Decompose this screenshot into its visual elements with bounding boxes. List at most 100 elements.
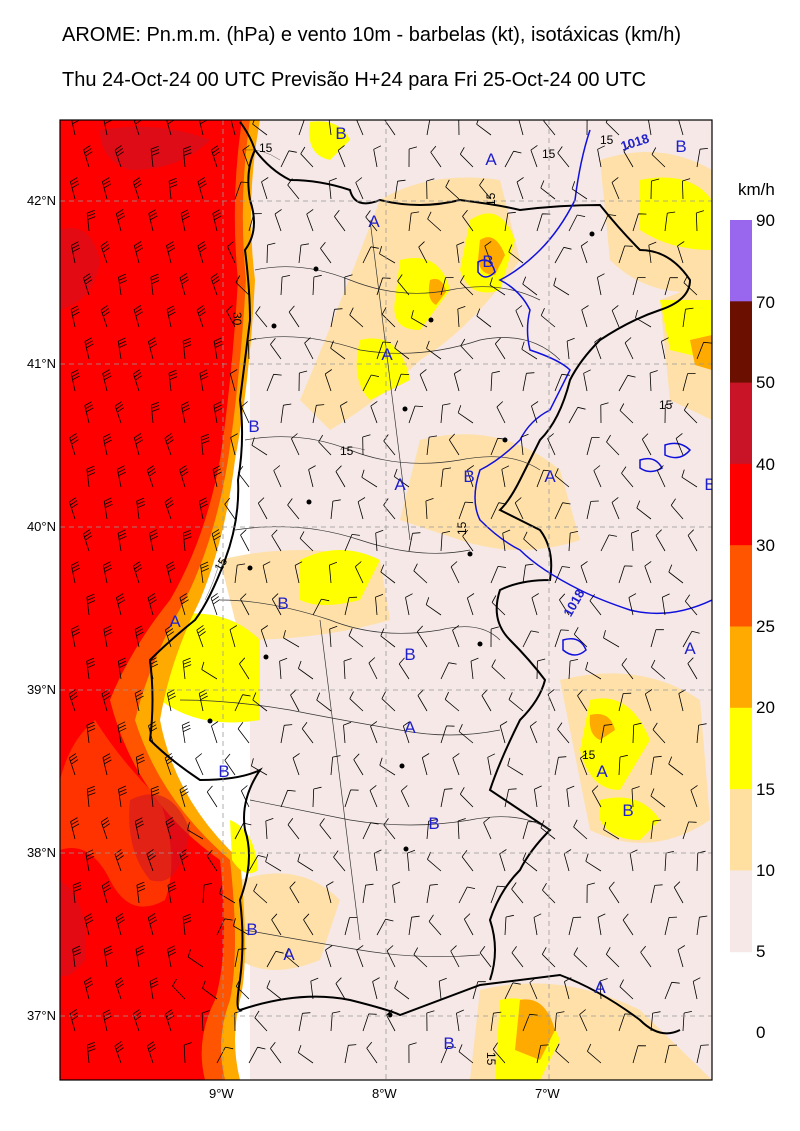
wind-barb: [195, 753, 204, 776]
wind-barb: [597, 145, 605, 168]
wind-barb: [491, 659, 506, 680]
wind-barb: [133, 305, 143, 328]
wind-barb: [628, 593, 637, 616]
low-pressure-marker: B: [277, 594, 288, 613]
wind-barb: [650, 819, 662, 840]
wind-barb: [133, 241, 144, 264]
wind-barb: [273, 465, 282, 488]
wind-barb: [682, 821, 697, 840]
wind-barb: [494, 337, 506, 360]
wind-barb: [150, 401, 160, 424]
wind-barb: [340, 401, 348, 424]
wind-barb: [198, 497, 208, 520]
wind-barb: [211, 145, 221, 168]
wind-barb: [619, 403, 634, 424]
wind-barb: [251, 758, 268, 776]
wind-barb: [71, 561, 80, 584]
wind-barb: [179, 465, 189, 488]
wind-barb: [540, 820, 556, 840]
wind-barb: [71, 120, 80, 136]
wind-barb: [298, 243, 309, 264]
wind-barb: [593, 465, 602, 488]
wind-barb: [681, 469, 698, 488]
wind-barb: [450, 561, 460, 584]
colorbar-segment: [730, 707, 752, 790]
wind-barb: [366, 1041, 378, 1064]
isotach-label: 15: [340, 444, 354, 458]
low-pressure-marker: B: [704, 475, 715, 494]
wind-barb: [522, 1013, 538, 1032]
wind-barb: [635, 309, 652, 328]
wind-barb: [86, 209, 96, 232]
low-pressure-marker: B: [463, 467, 474, 486]
wind-barb: [237, 722, 250, 744]
high-pressure-marker: A: [684, 639, 696, 658]
wind-barb: [165, 1009, 175, 1032]
wind-barb: [530, 145, 538, 168]
wind-barb: [502, 529, 511, 552]
wind-speed-ocean-area: [60, 120, 260, 1080]
wind-barb: [211, 529, 221, 552]
wind-barb: [458, 724, 474, 744]
wind-barb: [568, 916, 582, 936]
wind-barb: [553, 277, 570, 296]
wind-barb: [504, 211, 516, 232]
wind-barb: [297, 1044, 314, 1064]
wind-speed-20-25-area: [428, 237, 712, 1060]
wind-barb: [452, 753, 460, 776]
wind-barb: [379, 757, 396, 776]
high-pressure-marker: A: [485, 150, 497, 169]
wind-barb: [554, 373, 570, 392]
wind-barb: [384, 120, 396, 136]
wind-barb: [344, 789, 359, 808]
wind-barb: [624, 337, 634, 360]
wind-barb: [200, 561, 209, 584]
low-pressure-marker: B: [482, 252, 493, 271]
wind-barb: [394, 340, 410, 360]
wind-barb: [522, 630, 539, 648]
wind-barb: [100, 817, 111, 840]
wind-barb: [147, 593, 157, 616]
wind-barb: [603, 630, 620, 648]
wind-barb: [329, 561, 338, 584]
colorbar-segment: [730, 626, 752, 709]
wind-barb: [101, 689, 111, 712]
wind-barb: [675, 433, 684, 456]
wind-barb: [344, 917, 358, 936]
wind-barb: [183, 1042, 192, 1064]
wind-barb: [117, 657, 127, 680]
wind-barb: [393, 468, 410, 488]
wind-barb: [115, 209, 126, 232]
wind-barb: [650, 884, 663, 904]
wind-barb: [199, 369, 209, 392]
wind-barb: [440, 403, 451, 424]
wind-barb: [179, 273, 189, 296]
wind-barb: [166, 561, 176, 584]
wind-barb: [511, 946, 524, 968]
lat-label: 38°N: [26, 845, 56, 860]
wind-barb: [460, 338, 474, 360]
wind-barb: [416, 625, 428, 648]
wind-barb: [376, 277, 391, 296]
wind-barb: [621, 658, 634, 680]
isotach-label: 15: [484, 1052, 498, 1066]
wind-barb: [664, 402, 674, 424]
colorbar: [730, 220, 752, 953]
wind-barb: [440, 467, 452, 488]
wind-barb: [306, 209, 314, 232]
wind-barb: [651, 147, 666, 168]
wind-barb: [304, 337, 314, 360]
wind-barb: [600, 724, 613, 744]
wind-barb: [265, 853, 282, 872]
wind-barb: [344, 1044, 357, 1064]
wind-barb: [86, 593, 96, 616]
wind-barb: [375, 529, 384, 552]
wind-barb: [72, 945, 82, 968]
wind-barb: [522, 563, 534, 584]
lat-label: 42°N: [26, 193, 56, 208]
wind-barb: [362, 883, 374, 904]
wind-barb: [644, 561, 652, 584]
wind-barb: [362, 822, 379, 840]
wind-barb: [248, 213, 262, 232]
wind-barb: [83, 529, 93, 552]
